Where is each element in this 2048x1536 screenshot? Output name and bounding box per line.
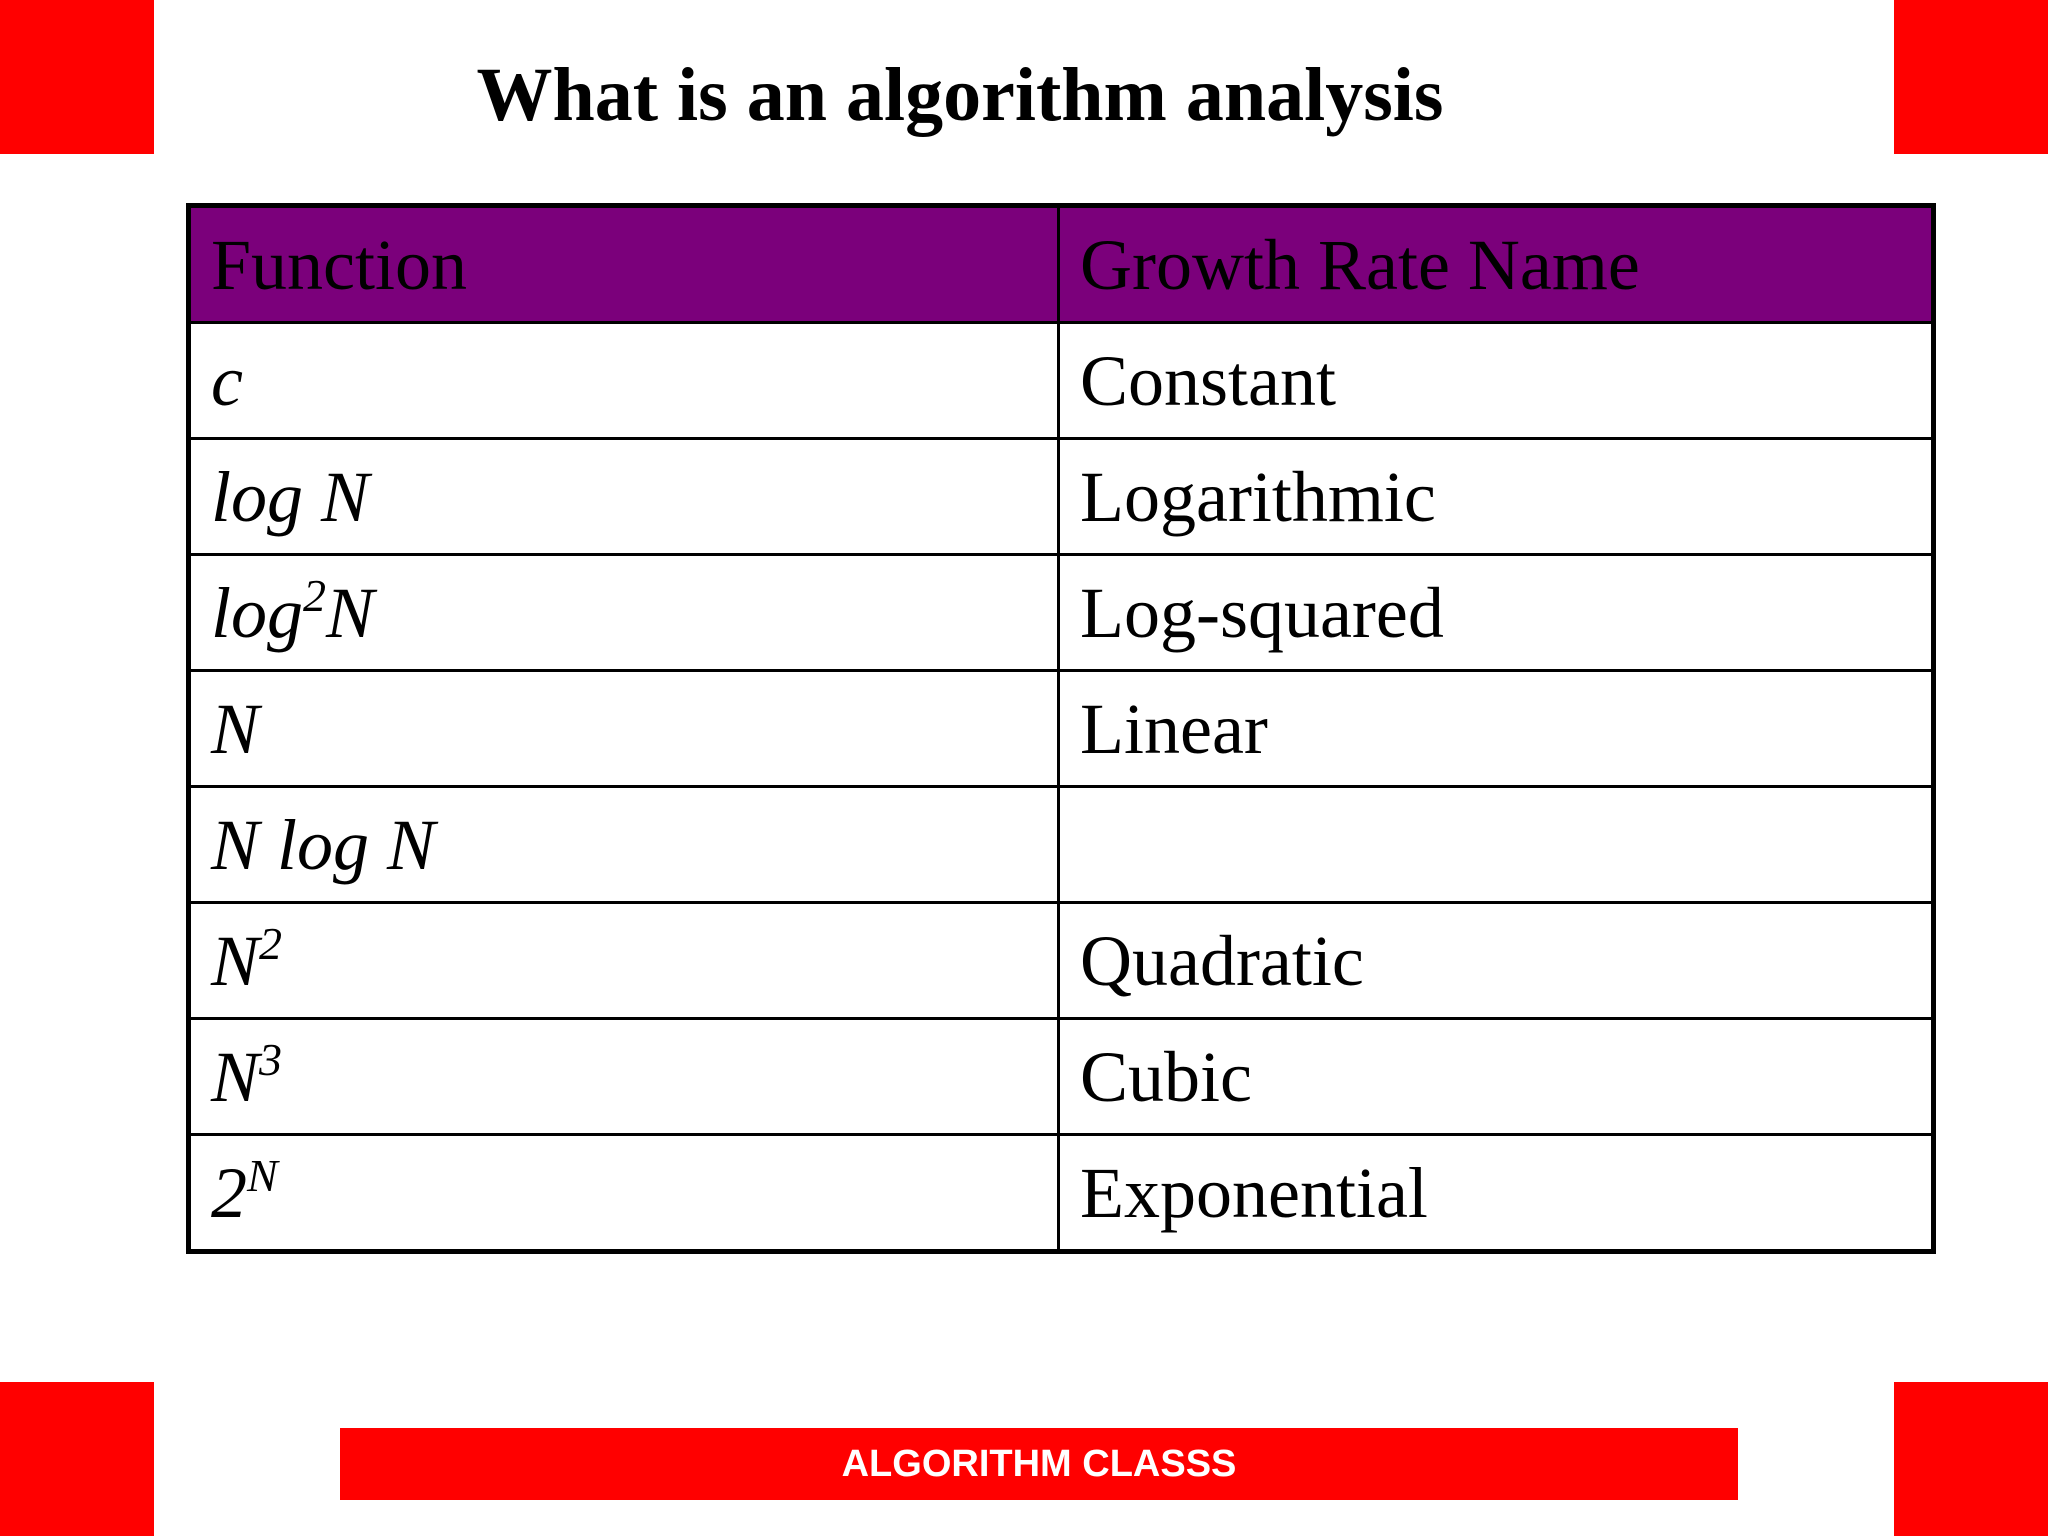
table-row: log N Logarithmic [187, 437, 1935, 556]
table-row: N Linear [187, 669, 1935, 788]
function-base: N [211, 688, 260, 769]
function-cell: N log N [187, 785, 1060, 904]
corner-decoration-bottom-right [1894, 1382, 2048, 1536]
function-exponent: 2 [259, 917, 283, 969]
growth-rate-name-cell [1057, 785, 1935, 904]
growth-rate-name-cell: Log-squared [1057, 553, 1935, 672]
growth-rate-name-cell: Cubic [1057, 1017, 1935, 1136]
table-header-row: Function Growth Rate Name [187, 204, 1935, 324]
corner-decoration-bottom-left [0, 1382, 154, 1536]
growth-rate-name-cell: Constant [1057, 321, 1935, 440]
function-base: N log N [211, 804, 436, 885]
slide-title: What is an algorithm analysis [476, 53, 1444, 137]
function-base: log N [211, 456, 370, 537]
function-cell: N [187, 669, 1060, 788]
function-base: log [211, 572, 304, 653]
function-cell: N3 [187, 1017, 1060, 1136]
growth-rate-name-cell: Exponential [1057, 1133, 1935, 1253]
column-header-function: Function [187, 204, 1060, 324]
function-base: N [211, 920, 260, 1001]
function-exponent: N [247, 1149, 278, 1201]
function-cell: N2 [187, 901, 1060, 1020]
function-base: 2 [211, 1152, 247, 1233]
function-exponent: 2 [303, 569, 327, 621]
function-cell: 2N [187, 1133, 1060, 1253]
function-tail: N [326, 572, 375, 653]
function-base: c [211, 340, 243, 421]
table-row: N2 Quadratic [187, 901, 1935, 1020]
table-row: 2N Exponential [187, 1133, 1935, 1253]
function-exponent: 3 [259, 1033, 283, 1085]
growth-rate-name-cell: Quadratic [1057, 901, 1935, 1020]
function-cell: log N [187, 437, 1060, 556]
table-row: N log N [187, 785, 1935, 904]
growth-rate-name-cell: Linear [1057, 669, 1935, 788]
growth-rate-name-cell: Logarithmic [1057, 437, 1935, 556]
table-row: log2N Log-squared [187, 553, 1935, 672]
footer-label: ALGORITHM CLASSS [841, 1442, 1237, 1485]
table-row: c Constant [187, 321, 1935, 440]
corner-decoration-top-right [1894, 0, 2048, 154]
footer-banner: ALGORITHM CLASSS [340, 1428, 1738, 1500]
corner-decoration-top-left [0, 0, 154, 154]
function-cell: log2N [187, 553, 1060, 672]
function-base: N [211, 1036, 260, 1117]
column-header-growth-rate-name: Growth Rate Name [1057, 204, 1935, 324]
growth-rate-table: Function Growth Rate Name c Constant log… [186, 203, 1936, 1254]
table-row: N3 Cubic [187, 1017, 1935, 1136]
function-cell: c [187, 321, 1060, 440]
